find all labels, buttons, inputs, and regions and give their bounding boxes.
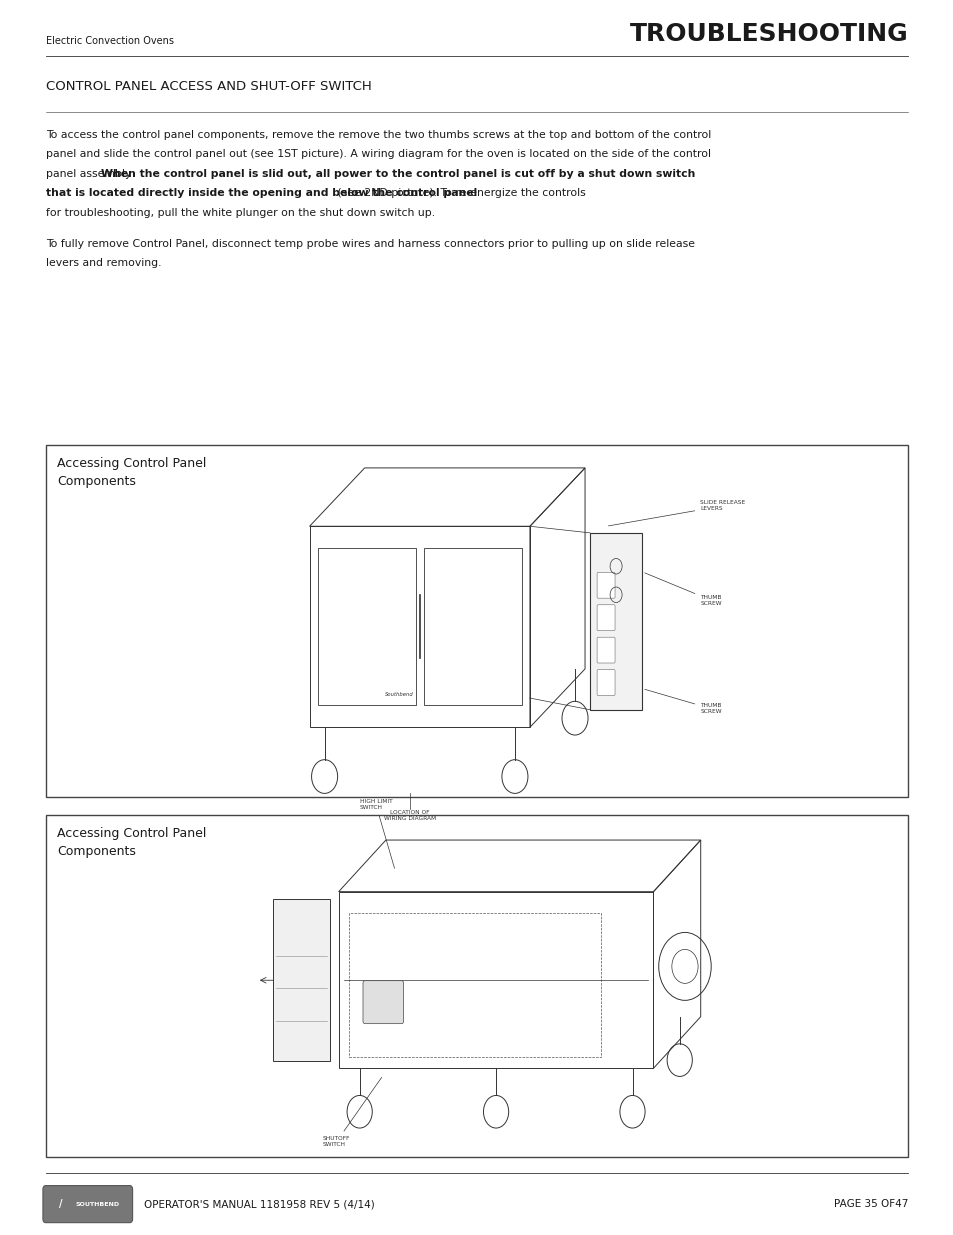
Text: Accessing Control Panel
Components: Accessing Control Panel Components [57, 827, 207, 858]
Text: panel and slide the control panel out (see 1ST picture). A wiring diagram for th: panel and slide the control panel out (s… [46, 149, 710, 159]
Text: HIGH LIMIT
SWITCH: HIGH LIMIT SWITCH [359, 799, 395, 868]
Text: When the control panel is slid out, all power to the control panel is cut off by: When the control panel is slid out, all … [101, 169, 695, 179]
Text: To fully remove Control Panel, disconnect temp probe wires and harness connector: To fully remove Control Panel, disconnec… [46, 238, 694, 249]
Text: THUMB
SCREW: THUMB SCREW [644, 573, 721, 605]
FancyBboxPatch shape [597, 637, 615, 663]
Text: that is located directly inside the opening and below the control panel: that is located directly inside the open… [46, 188, 476, 198]
Text: CONTROL PANEL ACCESS AND SHUT-OFF SWITCH: CONTROL PANEL ACCESS AND SHUT-OFF SWITCH [46, 80, 371, 94]
Text: SHUTOFF
SWITCH: SHUTOFF SWITCH [322, 1077, 381, 1147]
Text: /: / [59, 1199, 63, 1209]
Text: Southbend: Southbend [385, 693, 414, 698]
FancyBboxPatch shape [589, 532, 641, 710]
Text: Electric Convection Ovens: Electric Convection Ovens [46, 36, 173, 46]
FancyBboxPatch shape [597, 669, 615, 695]
Text: TROUBLESHOOTING: TROUBLESHOOTING [629, 22, 907, 46]
Text: LOCATION OF
WIRING DIAGRAM: LOCATION OF WIRING DIAGRAM [383, 810, 436, 821]
Text: (see 2ND picture). To re-energize the controls: (see 2ND picture). To re-energize the co… [334, 188, 585, 198]
Text: To access the control panel components, remove the remove the two thumbs screws : To access the control panel components, … [46, 130, 710, 140]
FancyBboxPatch shape [46, 815, 907, 1157]
Text: PAGE 35 OF47: PAGE 35 OF47 [833, 1199, 907, 1209]
FancyBboxPatch shape [46, 445, 907, 797]
Text: panel assembly: panel assembly [46, 169, 134, 179]
Text: THUMB
SCREW: THUMB SCREW [644, 689, 721, 714]
Text: Accessing Control Panel
Components: Accessing Control Panel Components [57, 457, 207, 488]
FancyBboxPatch shape [597, 605, 615, 631]
FancyBboxPatch shape [43, 1186, 132, 1223]
FancyBboxPatch shape [362, 981, 403, 1024]
FancyBboxPatch shape [597, 572, 615, 598]
FancyBboxPatch shape [273, 899, 330, 1061]
Text: for troubleshooting, pull the white plunger on the shut down switch up.: for troubleshooting, pull the white plun… [46, 207, 435, 217]
Text: OPERATOR'S MANUAL 1181958 REV 5 (4/14): OPERATOR'S MANUAL 1181958 REV 5 (4/14) [144, 1199, 375, 1209]
Text: SOUTHBEND: SOUTHBEND [75, 1202, 120, 1207]
Text: levers and removing.: levers and removing. [46, 258, 161, 268]
Text: SLIDE RELEASE
LEVERS: SLIDE RELEASE LEVERS [608, 500, 744, 526]
